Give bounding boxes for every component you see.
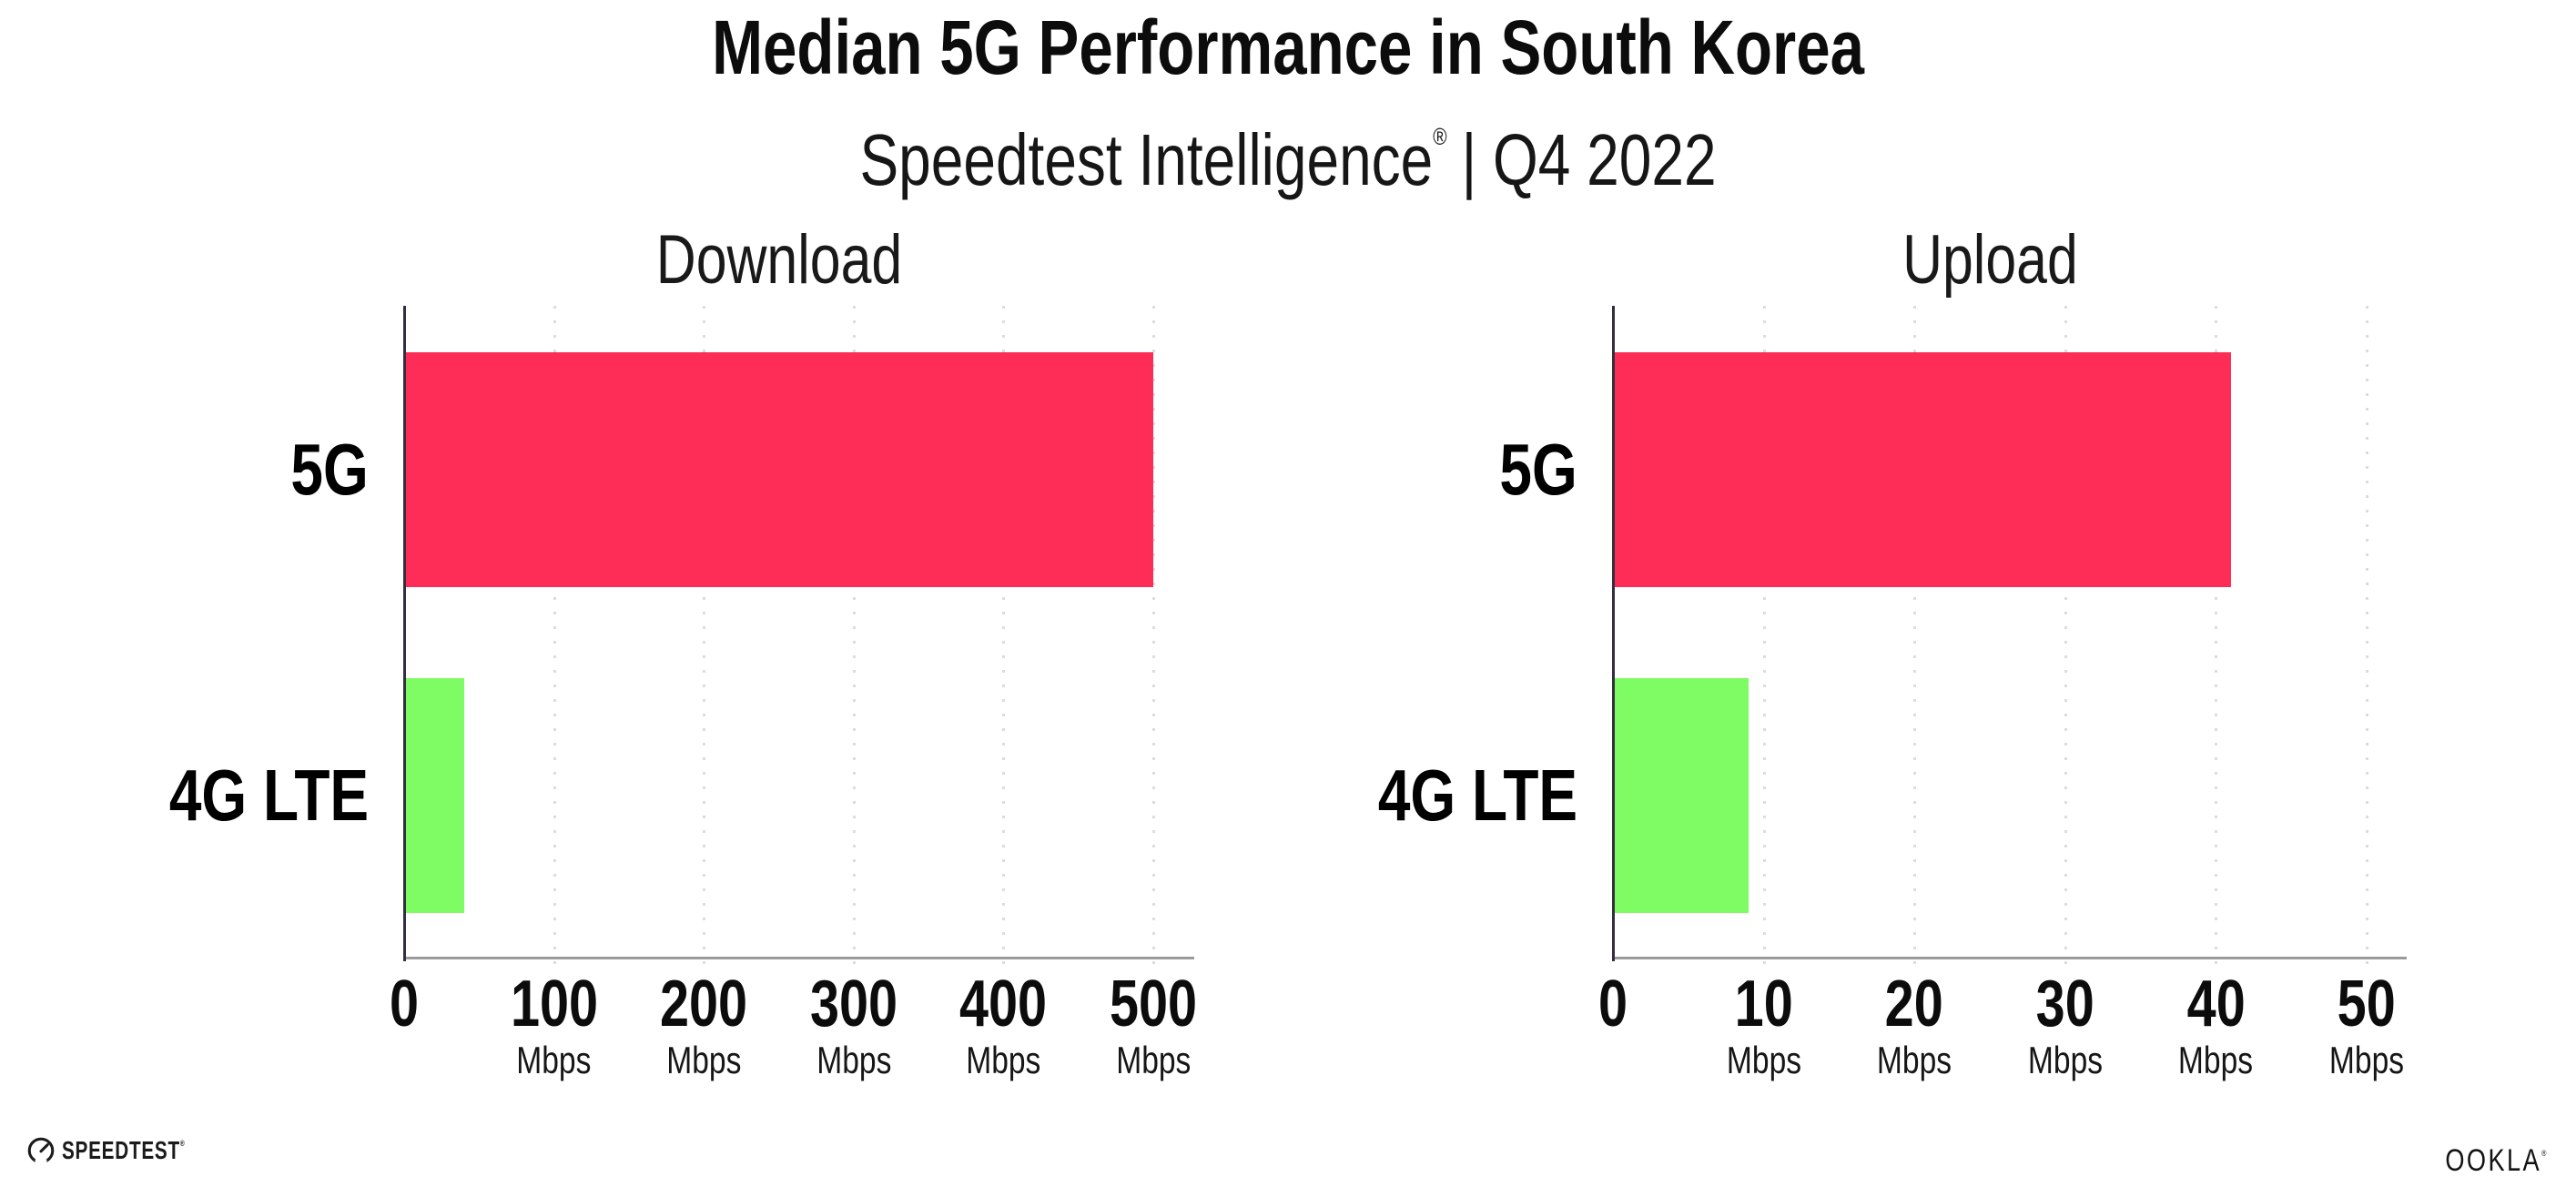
x-tick-value: 300 [809,968,898,1040]
gridline [1002,306,1006,971]
ookla-logo: OOKLA® [2419,1138,2549,1176]
subtitle-product: Speedtest Intelligence [859,119,1434,200]
x-tick-label-400: 400 Mbps [948,970,1058,1081]
x-tick-value: 50 [2337,968,2397,1040]
x-tick-label-100: 100 Mbps [500,970,609,1081]
category-labels: 5G 4G LTE [0,0,369,1197]
speedtest-logo: SPEEDTEST® [25,1135,228,1166]
x-tick-value: 20 [1885,968,1944,1040]
x-tick-unit: Mbps [816,1039,891,1081]
x-tick-label-0: 0 [386,970,422,1038]
gridline [2215,306,2218,971]
x-tick-value: 0 [1597,968,1628,1040]
x-tick-value: 0 [389,968,420,1040]
x-tick-value: 40 [2186,968,2246,1040]
gridline [852,306,856,971]
x-tick-value: 100 [510,968,598,1040]
category-labels: 5G 4G LTE [1377,429,1577,836]
x-axis-ticks: 0 10 Mbps 20 Mbps 30 Mbps 40 Mbps 50 Mbps [1598,970,2404,1107]
x-tick-unit: Mbps [666,1039,742,1081]
category-label-4g-lte: 4G LTE [1377,755,1577,836]
x-tick-unit: Mbps [2027,1039,2103,1081]
x-tick-unit: Mbps [1877,1039,1952,1081]
speedtest-logo-text: SPEEDTEST [62,1136,180,1164]
category-label-4g-lte: 4G LTE [168,755,369,836]
x-axis-ticks: 0 100 Mbps 200 Mbps 300 Mbps 400 Mbps 500 Mbps [390,970,1197,1107]
registered-trademark-icon: ® [1433,123,1447,150]
x-tick-label-300: 300 Mbps [799,970,908,1081]
x-tick-label-200: 200 Mbps [649,970,758,1081]
x-tick-label-500: 500 Mbps [1099,970,1208,1081]
gridline [2064,306,2067,971]
gridline [2366,306,2368,971]
x-tick-value: 500 [1109,968,1198,1040]
x-axis-baseline [1613,957,2407,959]
x-tick-unit: Mbps [2178,1039,2254,1081]
page-title-text: Median 5G Performance in South Korea [712,5,1864,90]
plot-area-upload [1612,306,2407,971]
x-tick-label-20: 20 Mbps [1868,970,1962,1081]
page-subtitle: Speedtest Intelligence® | Q4 2022 [753,95,1823,202]
x-tick-label-10: 10 Mbps [1717,970,1810,1081]
gridline [1913,306,1917,971]
x-tick-unit: Mbps [1115,1039,1192,1081]
bar-4g-lte-upload [1613,678,1749,913]
ookla-logo-text: OOKLA [2445,1143,2542,1178]
speedtest-gauge-icon [27,1137,55,1165]
gridline [703,306,706,971]
x-tick-unit: Mbps [1726,1039,1801,1081]
y-axis-line [403,306,406,961]
bar-4g-lte-download [404,678,464,913]
category-label-5g: 5G [290,429,369,510]
speedtest-registered-icon: ® [179,1139,186,1148]
x-tick-value: 30 [2035,968,2094,1040]
bar-5g-download [404,352,1153,587]
x-tick-value: 200 [660,968,748,1040]
category-label-5g: 5G [1499,429,1577,510]
ookla-registered-icon: ® [2541,1149,2549,1158]
x-tick-label-40: 40 Mbps [2169,970,2263,1081]
x-axis-baseline [404,957,1194,959]
bar-5g-upload [1613,352,2231,587]
x-tick-unit: Mbps [966,1039,1041,1081]
chart-title-upload: Upload [1902,221,2078,299]
x-tick-label-50: 50 Mbps [2320,970,2414,1081]
gridline [553,306,556,971]
y-axis-line [1612,306,1615,961]
x-tick-unit: Mbps [2328,1039,2405,1081]
x-tick-label-30: 30 Mbps [2018,970,2112,1081]
gridline [1762,306,1766,971]
gridline [1152,306,1155,971]
x-tick-value: 10 [1734,968,1793,1040]
x-tick-label-0: 0 [1595,970,1631,1038]
x-tick-unit: Mbps [516,1039,592,1081]
plot-area-download [403,306,1194,971]
chart-title-download: Download [655,221,902,299]
subtitle-period: | Q4 2022 [1461,119,1717,200]
x-tick-value: 400 [959,968,1048,1040]
page-title: Median 5G Performance in South Korea [568,5,2008,89]
